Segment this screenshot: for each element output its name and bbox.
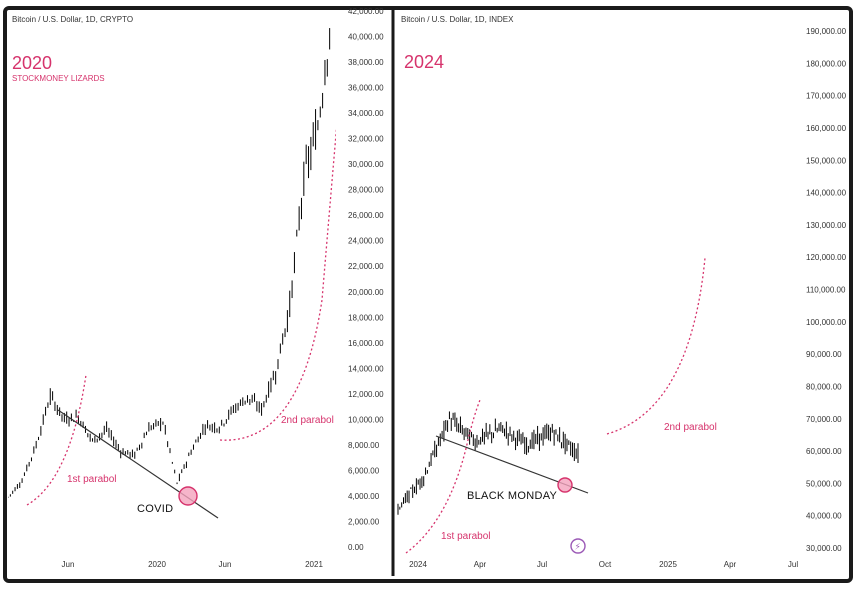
left-y-tick-label: 10,000.00 (348, 415, 384, 424)
left-plot-area (8, 28, 336, 519)
second-parabola-curve (606, 257, 706, 435)
right-x-tick-label: Apr (724, 560, 737, 569)
left-chart-header: Bitcoin / U.S. Dollar, 1D, CRYPTO (12, 15, 133, 24)
right-chart-header: Bitcoin / U.S. Dollar, 1D, INDEX (401, 15, 514, 24)
left-y-tick-label: 8,000.00 (348, 441, 380, 450)
right-y-tick-label: 120,000.00 (806, 253, 847, 262)
covid-circle (178, 486, 198, 506)
left-y-tick-label: 28,000.00 (348, 186, 384, 195)
right-x-tick-label: Jul (537, 560, 547, 569)
right-y-tick-label: 70,000.00 (806, 415, 842, 424)
chart-border (3, 6, 853, 583)
right-y-tick-label: 30,000.00 (806, 544, 842, 553)
left-y-tick-label: 22,000.00 (348, 262, 384, 271)
left-y-tick-label: 16,000.00 (348, 339, 384, 348)
right-y-tick-label: 150,000.00 (806, 156, 847, 165)
left-first-parabol-label: 1st parabol (67, 474, 116, 485)
left-y-tick-label: 12,000.00 (348, 390, 384, 399)
left-y-tick-label: 0.00 (348, 543, 364, 552)
left-y-tick-label: 36,000.00 (348, 84, 384, 93)
left-y-tick-label: 4,000.00 (348, 492, 380, 501)
right-x-tick-label: 2024 (409, 560, 427, 569)
first-parabola-curve (405, 399, 481, 554)
left-y-tick-label: 20,000.00 (348, 288, 384, 297)
left-year-label: 2020 (12, 53, 52, 73)
second-parabola-curve (219, 126, 336, 441)
left-x-tick-label: 2021 (305, 560, 323, 569)
right-y-tick-label: 60,000.00 (806, 447, 842, 456)
right-x-tick-label: Apr (474, 560, 487, 569)
right-y-tick-label: 90,000.00 (806, 350, 842, 359)
left-y-tick-label: 38,000.00 (348, 58, 384, 67)
right-y-tick-label: 50,000.00 (806, 479, 842, 488)
first-parabola-curve (26, 374, 87, 506)
left-second-parabol-label: 2nd parabol (281, 415, 334, 426)
axis-labels: 0.00 2,000.00 4,000.00 6,000.00 8,000.00 10,0… (62, 7, 847, 569)
left-y-tick-label: 24,000.00 (348, 237, 384, 246)
left-subtitle: STOCKMONEY LIZARDS (12, 74, 105, 83)
left-y-tick-label: 34,000.00 (348, 109, 384, 118)
right-y-tick-label: 40,000.00 (806, 512, 842, 521)
right-plot-area (397, 257, 706, 554)
right-first-parabol-label: 1st parabol (441, 531, 490, 542)
right-x-tick-label: Oct (599, 560, 612, 569)
left-y-tick-label: 14,000.00 (348, 364, 384, 373)
left-x-tick-label: 2020 (148, 560, 166, 569)
left-x-tick-label: Jun (62, 560, 75, 569)
left-y-tick-label: 42,000.00 (348, 7, 384, 16)
covid-label: COVID (137, 503, 173, 515)
right-x-tick-label: Jul (788, 560, 798, 569)
left-y-tick-label: 40,000.00 (348, 33, 384, 42)
left-y-tick-label: 26,000.00 (348, 211, 384, 220)
right-y-tick-label: 110,000.00 (806, 286, 846, 295)
lightning-icon[interactable]: ⚡ (570, 538, 586, 554)
svg-text:⚡: ⚡ (575, 542, 581, 552)
black-monday-circle (557, 477, 573, 493)
right-year-label: 2024 (404, 52, 444, 72)
left-y-tick-label: 18,000.00 (348, 313, 384, 322)
right-y-tick-label: 190,000.00 (806, 27, 847, 36)
right-y-tick-label: 100,000.00 (806, 318, 847, 327)
right-second-parabol-label: 2nd parabol (664, 422, 717, 433)
left-x-tick-label: Jun (219, 560, 232, 569)
right-x-tick-label: 2025 (659, 560, 677, 569)
left-y-tick-label: 2,000.00 (348, 517, 380, 526)
left-y-tick-label: 30,000.00 (348, 160, 384, 169)
right-y-tick-label: 180,000.00 (806, 59, 847, 68)
right-y-tick-label: 130,000.00 (806, 221, 847, 230)
right-y-tick-label: 140,000.00 (806, 189, 847, 198)
right-y-tick-label: 170,000.00 (806, 92, 847, 101)
black-monday-label: BLACK MONDAY (467, 490, 558, 502)
left-y-tick-label: 6,000.00 (348, 466, 380, 475)
right-y-tick-label: 160,000.00 (806, 124, 847, 133)
right-y-tick-label: 80,000.00 (806, 382, 842, 391)
left-y-tick-label: 32,000.00 (348, 135, 384, 144)
